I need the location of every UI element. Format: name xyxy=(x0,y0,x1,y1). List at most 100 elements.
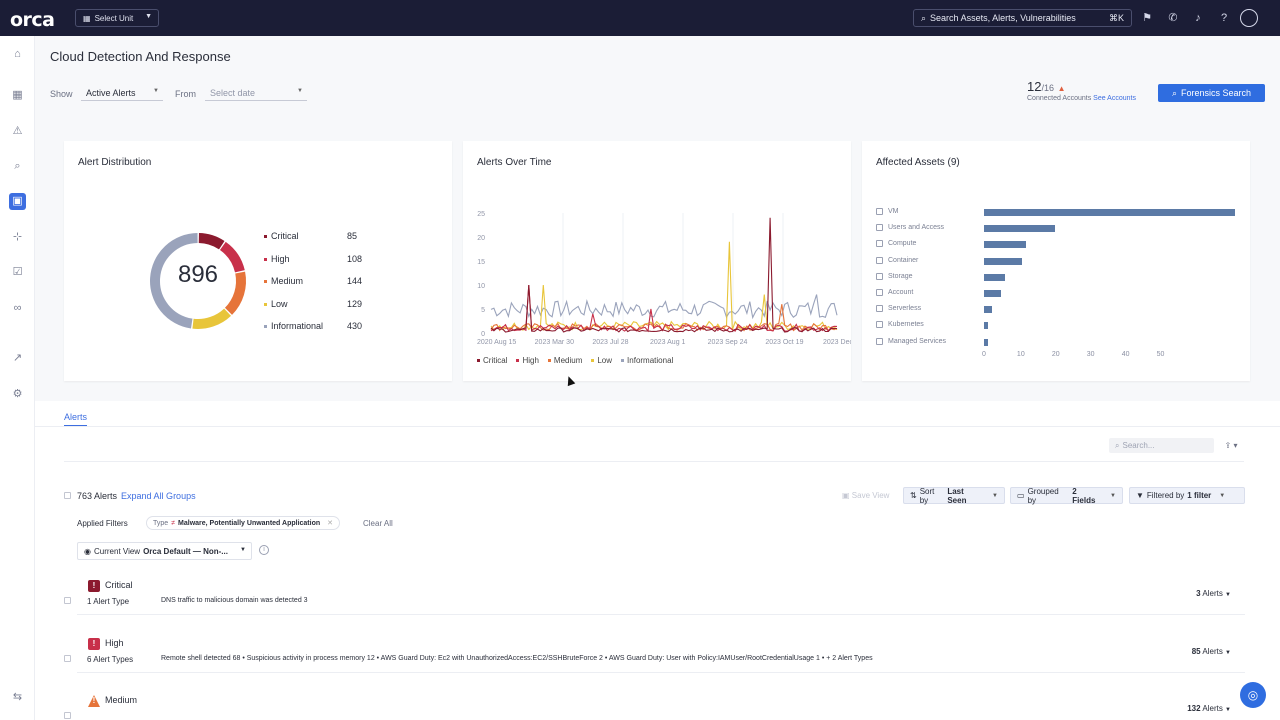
expand-all-link[interactable]: Expand All Groups xyxy=(121,491,196,501)
asset-bar[interactable] xyxy=(984,257,1022,265)
compliance-icon[interactable]: ☑ xyxy=(12,266,23,278)
severity-name: High xyxy=(105,638,124,648)
y-tick-label: 0 xyxy=(481,331,485,338)
asset-row[interactable]: Serverless xyxy=(876,305,922,313)
x-tick-label: 10 xyxy=(1016,351,1025,358)
show-select[interactable]: Active Alerts ▼ xyxy=(81,85,163,101)
legend-dot xyxy=(264,257,267,261)
clear-all-button[interactable]: Clear All xyxy=(363,519,393,528)
group-alert-count[interactable]: 132 Alerts ▼ xyxy=(1187,704,1231,713)
asset-bar[interactable] xyxy=(984,290,1001,297)
see-accounts-link[interactable]: See Accounts xyxy=(1093,95,1136,102)
asset-row[interactable]: VM xyxy=(876,208,899,215)
asset-bar[interactable] xyxy=(984,225,1056,233)
asset-row[interactable]: Managed Services xyxy=(876,337,946,345)
asset-type-icon xyxy=(876,256,883,264)
close-icon[interactable]: ✕ xyxy=(327,520,334,527)
y-tick-label: 10 xyxy=(477,283,485,290)
asset-label: Serverless xyxy=(888,305,922,313)
chevron-down-icon: ▼ xyxy=(1225,592,1231,598)
asset-bar[interactable] xyxy=(984,322,989,330)
group-checkbox[interactable] xyxy=(64,712,71,719)
timeline-legend-informational[interactable]: Informational xyxy=(621,356,673,365)
alert-group-medium[interactable]: ! Medium 132 Alerts ▼ xyxy=(77,692,1245,720)
group-pill[interactable]: ▭ Grouped by 2 Fields ▼ xyxy=(1010,487,1123,505)
affected-assets-title: Affected Assets (9) xyxy=(876,157,960,168)
alerts-search-input[interactable]: ⌕ Search... xyxy=(1109,438,1214,453)
donut-slice-critical xyxy=(198,233,225,250)
chevron-down-icon: ▼ xyxy=(1225,650,1231,656)
legend-item-low[interactable]: Low xyxy=(264,299,288,309)
filter-chip[interactable]: Type ≠ Malware, Potentially Unwanted App… xyxy=(146,516,341,530)
asset-bar[interactable] xyxy=(984,306,993,314)
legend-label: Critical xyxy=(271,231,299,241)
asset-bar[interactable] xyxy=(984,241,1026,249)
unit-select[interactable]: ▦ Select Unit ▼ xyxy=(75,9,159,27)
timeline-legend-low[interactable]: Low xyxy=(591,356,612,365)
sort-pill[interactable]: ⇅ Sort by Last Seen ▼ xyxy=(903,487,1005,505)
timeline-legend-critical[interactable]: Critical xyxy=(477,356,507,365)
current-view-value: Orca Default — Non-... xyxy=(143,546,228,556)
alerts-icon[interactable]: ⚠ xyxy=(12,125,23,137)
forensics-search-button[interactable]: ⌕ Forensics Search xyxy=(1158,84,1265,102)
asset-bar[interactable] xyxy=(984,338,989,346)
info-icon[interactable]: i xyxy=(259,545,269,555)
asset-label: Kubernetes xyxy=(888,321,924,329)
alert-group-high[interactable]: ! High 6 Alert Types Remote shell detected … xyxy=(77,635,1245,673)
timeline-legend-medium[interactable]: Medium xyxy=(547,356,582,365)
legend-item-critical[interactable]: Critical xyxy=(264,231,299,241)
asset-row[interactable]: Storage xyxy=(876,272,913,280)
select-all-checkbox[interactable] xyxy=(64,492,71,499)
group-checkbox[interactable] xyxy=(64,655,71,662)
bell-icon[interactable]: ♪ xyxy=(1195,12,1201,24)
group-alert-count[interactable]: 85 Alerts ▼ xyxy=(1191,647,1231,656)
legend-item-high[interactable]: High xyxy=(264,254,290,264)
global-search[interactable]: ⌕ Search Assets, Alerts, Vulnerabilities… xyxy=(913,9,1132,27)
current-view-select[interactable]: ◉ Current View Orca Default — Non-... ▼ xyxy=(77,542,252,560)
search-icon[interactable]: ⌕ xyxy=(14,160,21,172)
graph-icon[interactable]: ⊹ xyxy=(12,231,23,243)
warning-icon: ▲ xyxy=(1057,84,1066,93)
export-button[interactable]: ⇪ ▾ xyxy=(1224,441,1238,450)
group-checkbox[interactable] xyxy=(64,597,71,604)
help-icon[interactable]: ? xyxy=(1220,12,1228,24)
legend-item-informational[interactable]: Informational xyxy=(264,321,323,331)
automation-icon[interactable]: ↗ xyxy=(12,352,23,364)
tab-alerts[interactable]: Alerts xyxy=(64,412,88,427)
date-select[interactable]: Select date ▼ xyxy=(205,85,307,101)
asset-row[interactable]: Kubernetes xyxy=(876,321,924,329)
cdr-icon[interactable]: ▣ xyxy=(9,193,26,210)
asset-bar[interactable] xyxy=(984,209,1235,216)
legend-item-medium[interactable]: Medium xyxy=(264,276,303,286)
alert-group-critical[interactable]: ! Critical 1 Alert Type DNS traffic to mali… xyxy=(77,577,1245,615)
settings-icon[interactable]: ⚙ xyxy=(12,388,23,400)
asset-label: Users and Access xyxy=(888,224,945,232)
unit-icon: ▦ xyxy=(83,13,91,23)
asset-row[interactable]: Container xyxy=(876,256,918,264)
asset-type-icon xyxy=(876,240,883,248)
asset-row[interactable]: Compute xyxy=(876,240,916,248)
save-view-button[interactable]: ▣ Save View xyxy=(842,491,890,500)
flag-icon[interactable]: ⚑ xyxy=(1142,12,1152,24)
chat-button[interactable]: ◎ xyxy=(1240,682,1266,708)
timeline-legend-high[interactable]: High xyxy=(516,356,539,365)
orca-logo[interactable]: orca xyxy=(10,9,55,31)
legend-label: Medium xyxy=(271,276,304,286)
x-tick-label: 20 xyxy=(1051,351,1060,358)
asset-label: Account xyxy=(888,289,914,296)
group-alert-count[interactable]: 3 Alerts ▼ xyxy=(1196,589,1231,598)
integrations-icon[interactable]: ∞ xyxy=(13,302,22,314)
asset-label: Storage xyxy=(888,272,913,280)
dashboard-icon[interactable]: ▦ xyxy=(12,89,23,101)
user-avatar[interactable] xyxy=(1240,9,1258,27)
asset-row[interactable]: Account xyxy=(876,289,913,296)
collapse-icon[interactable]: ⇆ xyxy=(12,691,23,703)
filter-pill[interactable]: ▼ Filtered by 1 filter ▼ xyxy=(1129,487,1245,504)
home-icon[interactable]: ⌂ xyxy=(14,48,21,60)
y-tick-label: 25 xyxy=(477,211,485,218)
asset-row[interactable]: Users and Access xyxy=(876,224,945,232)
announce-icon[interactable]: ✆ xyxy=(1168,12,1178,24)
accounts-count: 12 xyxy=(1027,79,1042,94)
asset-bar[interactable] xyxy=(984,273,1005,281)
